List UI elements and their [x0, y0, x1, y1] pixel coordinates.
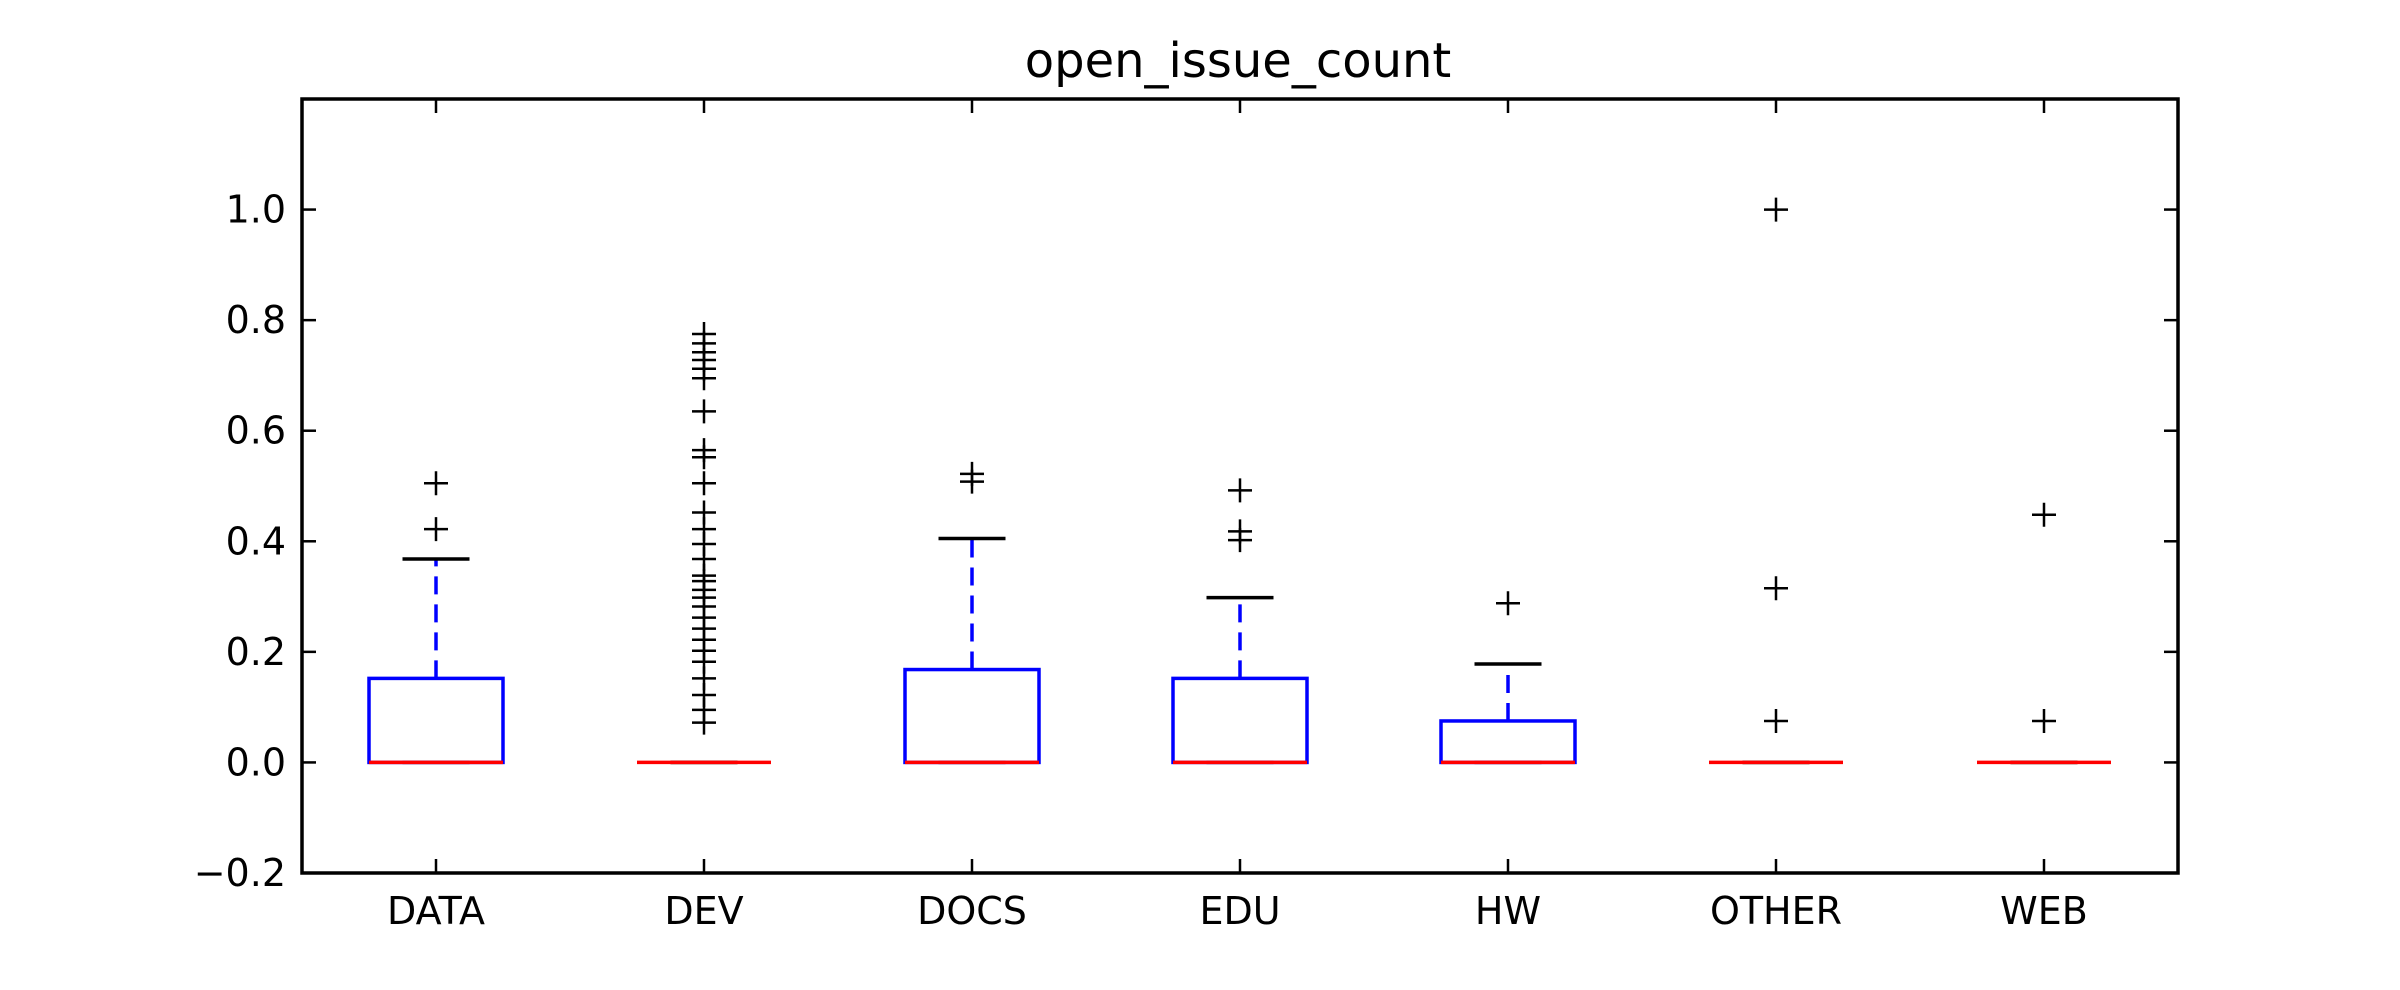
x-tick-label: HW — [1475, 889, 1541, 933]
y-tick-label: −0.2 — [194, 851, 286, 895]
y-tick-label: 0.4 — [226, 519, 286, 563]
box-group-other — [1709, 197, 1843, 765]
flier-point — [2032, 502, 2056, 527]
box-rect — [367, 676, 505, 765]
x-tick-label: DEV — [664, 889, 743, 933]
y-tick-label: 1.0 — [226, 188, 286, 232]
x-tick-label: OTHER — [1710, 889, 1842, 933]
box-group-web — [1977, 502, 2111, 765]
flier-point — [1764, 708, 1788, 733]
boxes-layer — [367, 197, 2111, 765]
box-rect — [903, 667, 1041, 765]
flier-point — [960, 461, 984, 486]
flier-point — [1496, 591, 1520, 616]
flier-point — [1228, 478, 1252, 503]
x-tick-label: DATA — [387, 889, 485, 933]
flier-point — [1228, 519, 1252, 544]
y-tick-label: 0.6 — [226, 409, 286, 453]
box-group-dev — [637, 321, 771, 765]
flier-point — [692, 399, 716, 424]
flier-point — [2032, 708, 2056, 733]
flier-point — [424, 517, 448, 542]
box-group-hw — [1439, 591, 1577, 765]
flier-point — [1764, 197, 1788, 222]
x-tick-label: DOCS — [917, 889, 1027, 933]
flier-point — [692, 321, 716, 346]
chart-title: open_issue_count — [1025, 33, 1452, 89]
y-tick-label: 0.8 — [226, 298, 286, 342]
x-tick-label: EDU — [1199, 889, 1280, 933]
flier-point — [1764, 576, 1788, 601]
axes-layer: −0.2 0.0 0.2 0.4 0.6 0.8 1.0 DATA DEV DOCS EDU HW OT… — [194, 97, 2180, 933]
box-group-docs — [903, 461, 1041, 765]
flier-point — [692, 438, 716, 463]
y-tick-label: 0.0 — [226, 740, 286, 784]
box-rect — [1171, 676, 1309, 765]
x-tick-label: WEB — [2000, 889, 2088, 933]
flier-point — [692, 500, 716, 525]
box-rect — [1439, 719, 1577, 765]
flier-point — [424, 471, 448, 496]
flier-point — [692, 471, 716, 496]
box-group-data — [367, 471, 505, 765]
y-tick-label: 0.2 — [226, 630, 286, 674]
box-group-edu — [1171, 478, 1309, 765]
